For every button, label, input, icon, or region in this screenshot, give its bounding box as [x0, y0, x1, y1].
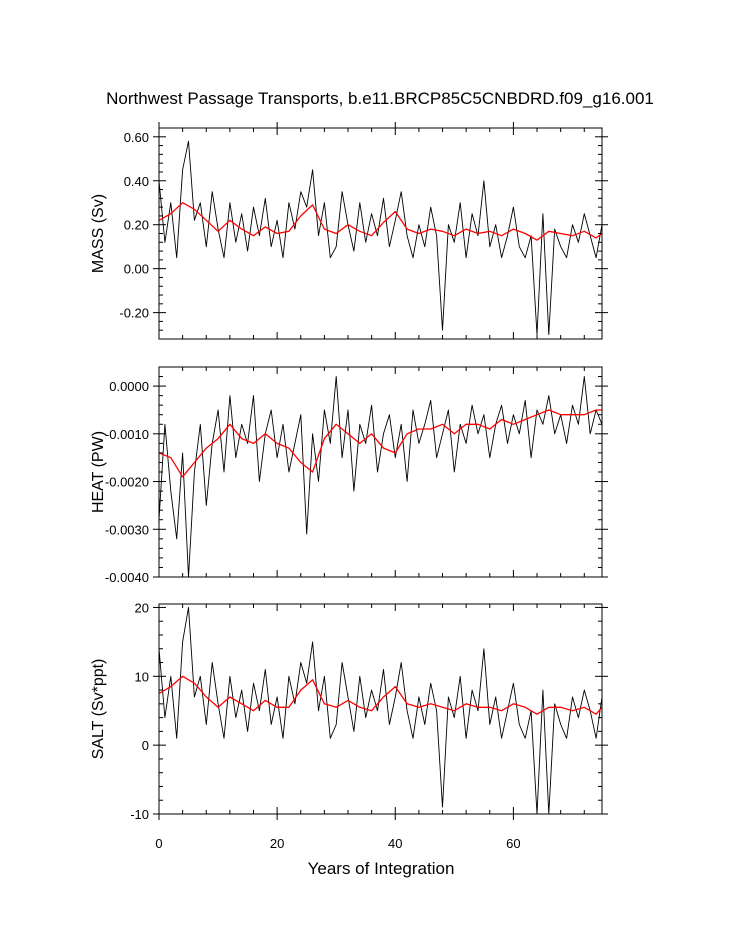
panel-heat: -0.0040 -0.0030 -0.0020 -0.0010 0.0000 HEAT (… — [90, 366, 608, 585]
heat-y-axis-label: HEAT (PW) — [90, 431, 107, 513]
salt-y-axis-label: SALT (Sv*ppt) — [90, 659, 107, 760]
salt-y-tick-label: -10 — [130, 807, 149, 822]
salt-monthly-line — [158, 606, 603, 815]
mass-y-tick-label: 0.40 — [124, 174, 149, 189]
heat-y-tick-label: -0.0030 — [105, 522, 149, 537]
x-tick-label: 20 — [270, 836, 284, 851]
x-axis-label: Years of Integration — [308, 859, 455, 878]
heat-plot-frame — [158, 366, 603, 578]
mass-smoothed-line — [158, 202, 603, 241]
heat-monthly-line — [158, 376, 603, 578]
salt-y-tick-label: 10 — [135, 669, 149, 684]
panel-salt: -10 0 10 20 0 20 40 60 SALT (Sv*ppt) — [90, 600, 608, 851]
chart-title: Northwest Passage Transports, b.e11.BRCP… — [106, 89, 654, 108]
heat-smoothed-line — [158, 409, 602, 478]
salt-y-tick-label: 20 — [135, 600, 149, 615]
mass-y-tick-label: -0.20 — [119, 306, 149, 321]
salt-plot-frame — [158, 603, 603, 815]
x-tick-label: 60 — [506, 836, 520, 851]
x-tick-label: 0 — [155, 836, 162, 851]
salt-y-tick-label: 0 — [142, 738, 149, 753]
heat-y-tick-label: -0.0020 — [105, 475, 149, 490]
mass-y-tick-label: 0.00 — [124, 262, 149, 277]
mass-y-tick-label: 0.60 — [124, 130, 149, 145]
panel-mass: -0.20 0.00 0.20 0.40 0.60 MASS (Sv) — [90, 122, 608, 340]
mass-y-axis-label: MASS (Sv) — [90, 194, 107, 273]
mass-y-tick-label: 0.20 — [124, 218, 149, 233]
heat-y-tick-label: -0.0040 — [105, 570, 149, 585]
salt-smoothed-line — [158, 675, 603, 715]
mass-monthly-line — [158, 140, 603, 336]
heat-y-tick-label: 0.0000 — [109, 379, 149, 394]
heat-y-tick-label: -0.0010 — [105, 427, 149, 442]
x-tick-label: 40 — [388, 836, 402, 851]
